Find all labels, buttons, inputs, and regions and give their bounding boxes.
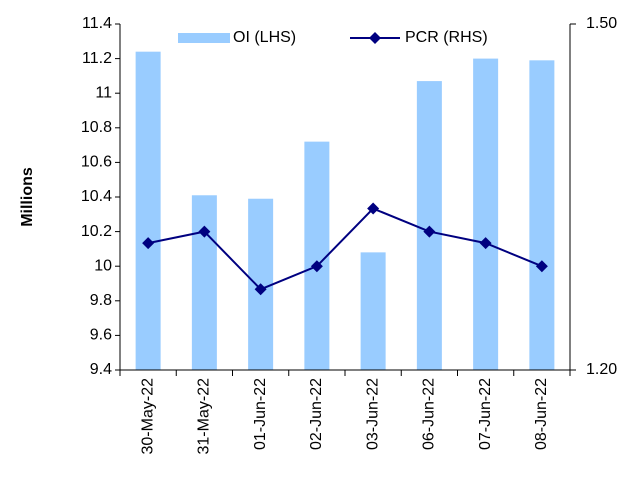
legend-marker [369, 32, 381, 44]
marker [423, 225, 436, 238]
bar [304, 141, 330, 370]
bar [360, 252, 386, 370]
bar [191, 195, 217, 370]
y-tick-label: 9.8 [90, 292, 112, 309]
y-tick-label: 10.8 [81, 119, 112, 136]
legend-swatch [178, 33, 230, 43]
bar [416, 81, 442, 370]
x-tick-label: 03-Jun-22 [364, 378, 381, 450]
y-tick-label: 9.4 [90, 361, 112, 378]
marker [254, 283, 267, 296]
x-tick-label: 02-Jun-22 [308, 378, 325, 450]
legend-label: PCR (RHS) [405, 29, 488, 46]
marker [198, 225, 211, 238]
y-tick-label: 10.4 [81, 188, 112, 205]
y-tick-label: 10.6 [81, 154, 112, 171]
x-tick-label: 07-Jun-22 [477, 378, 494, 450]
marker [479, 237, 492, 250]
legend-label: OI (LHS) [233, 29, 296, 46]
y-tick-label: 11.2 [82, 50, 112, 67]
marker [367, 202, 380, 215]
bar [529, 60, 555, 370]
y-tick-label: 11 [95, 84, 112, 101]
y-tick-label: 10 [94, 257, 112, 274]
marker [142, 237, 155, 250]
bar [473, 58, 499, 370]
marker [310, 260, 323, 273]
x-tick-label: 01-Jun-22 [252, 378, 269, 450]
line [147, 207, 543, 291]
bar [135, 51, 161, 371]
y-axis-label: Millions [19, 167, 36, 227]
x-tick-label: 06-Jun-22 [421, 378, 438, 450]
y2-tick-label: 1.50 [586, 15, 617, 32]
y-tick-label: 11.4 [82, 15, 112, 32]
y-tick-label: 9.6 [90, 327, 112, 344]
x-tick-label: 30-May-22 [139, 378, 156, 455]
y-tick-label: 10.2 [81, 223, 112, 240]
x-tick-label: 08-Jun-22 [533, 378, 550, 450]
marker [535, 260, 548, 273]
y2-tick-label: 1.20 [586, 361, 617, 378]
x-tick-label: 31-May-22 [196, 378, 213, 455]
